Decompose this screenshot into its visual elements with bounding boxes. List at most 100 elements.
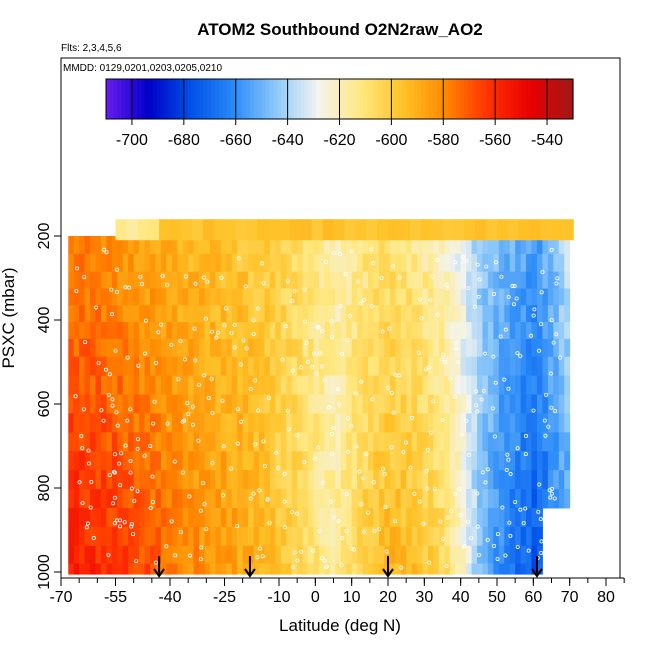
heatmap-cell — [95, 338, 102, 358]
heatmap-cell — [117, 271, 124, 289]
sample-point — [80, 446, 85, 451]
heatmap-cell — [406, 413, 413, 433]
heatmap-cell — [558, 338, 565, 358]
heatmap-cell — [493, 338, 500, 358]
heatmap-cell — [318, 338, 325, 358]
heatmap-cell — [427, 322, 434, 340]
heatmap-cell — [373, 526, 380, 547]
heatmap-cell — [133, 271, 140, 289]
sample-point — [518, 507, 523, 512]
heatmap-cell — [308, 451, 315, 471]
heatmap-cell — [286, 356, 293, 377]
colorbar-segment — [230, 79, 236, 119]
heatmap-cell — [417, 394, 424, 414]
heatmap-cell — [209, 563, 216, 575]
heatmap-cell — [329, 236, 336, 255]
heatmap-cell — [259, 526, 265, 547]
heatmap-cell — [564, 322, 571, 340]
heatmap-cell — [487, 356, 494, 377]
sample-point — [382, 472, 387, 477]
heatmap-cell — [498, 432, 505, 452]
heatmap-cell — [264, 253, 271, 273]
heatmap-cell — [269, 253, 276, 273]
heatmap-cell — [351, 253, 358, 273]
heatmap-cell — [275, 253, 282, 273]
heatmap-cell — [215, 338, 222, 358]
heatmap-cell — [171, 432, 178, 452]
colorbar-segment — [300, 79, 306, 119]
sample-point — [321, 480, 326, 485]
heatmap-cell — [351, 236, 358, 255]
heatmap-cell — [368, 470, 374, 490]
heatmap-cell — [160, 432, 167, 452]
heatmap-cell — [493, 271, 500, 289]
heatmap-cell — [275, 305, 282, 323]
heatmap-cell — [493, 507, 500, 528]
heatmap-cell — [248, 394, 255, 414]
heatmap-cell — [395, 288, 402, 306]
heatmap-cell — [400, 271, 407, 289]
heatmap-cell — [313, 507, 320, 528]
heatmap-cell — [460, 394, 467, 414]
heatmap-cell — [111, 489, 118, 509]
heatmap-cell — [411, 338, 418, 358]
heatmap-cell — [280, 526, 287, 547]
heatmap-cell — [269, 470, 276, 490]
sample-point — [493, 380, 498, 385]
sample-point — [210, 460, 215, 465]
heatmap-cell — [498, 563, 505, 575]
heatmap-cell — [215, 507, 222, 528]
sample-point — [442, 360, 447, 365]
heatmap-cell — [542, 432, 549, 452]
sample-point — [204, 316, 209, 321]
sample-point — [101, 418, 106, 423]
heatmap-cell — [144, 526, 151, 547]
heatmap-cell — [329, 305, 336, 323]
heatmap-cell — [351, 338, 358, 358]
heatmap-cell — [427, 470, 434, 490]
heatmap-cell — [280, 356, 287, 377]
sample-point — [107, 372, 112, 377]
heatmap-cell — [160, 271, 167, 289]
heatmap-cell — [171, 375, 178, 396]
heatmap-cell — [111, 563, 118, 575]
heatmap-cell — [100, 305, 107, 323]
heatmap-cell — [106, 236, 113, 255]
heatmap-cell — [487, 507, 494, 528]
heatmap-cell — [362, 338, 369, 358]
heatmap-cell — [493, 432, 500, 452]
heatmap-cell — [166, 356, 173, 377]
heatmap-cell — [433, 489, 440, 509]
heatmap-cell — [335, 394, 342, 414]
heatmap-cell — [520, 322, 527, 340]
sample-point — [128, 407, 133, 412]
sample-point — [506, 457, 511, 462]
heatmap-cell — [536, 470, 543, 490]
colorbar-segment — [487, 79, 492, 119]
heatmap-cell — [318, 563, 325, 575]
heatmap-cell — [144, 338, 151, 358]
sample-point — [396, 373, 401, 378]
heatmap-cell — [193, 236, 200, 255]
heatmap-cell — [564, 305, 571, 323]
heatmap-cell — [471, 545, 478, 565]
heatmap-cell — [242, 413, 249, 433]
heatmap-cell — [466, 322, 473, 340]
heatmap-cell — [204, 545, 211, 565]
heatmap-cell — [188, 432, 195, 452]
heatmap-cell — [460, 413, 467, 433]
heatmap-cell — [427, 432, 434, 452]
heatmap-cell — [171, 507, 178, 528]
heatmap-cell — [313, 375, 320, 396]
heatmap-cell — [95, 236, 102, 255]
heatmap-cell — [389, 526, 396, 547]
heatmap-cell — [509, 253, 516, 273]
heatmap-cell — [351, 375, 358, 396]
heatmap-cell — [531, 356, 538, 377]
heatmap-cell — [558, 305, 565, 323]
heatmap-cell — [215, 375, 222, 396]
heatmap-cell — [449, 271, 456, 289]
sample-point — [329, 431, 334, 436]
heatmap-cell — [237, 432, 244, 452]
sample-point — [260, 261, 265, 266]
